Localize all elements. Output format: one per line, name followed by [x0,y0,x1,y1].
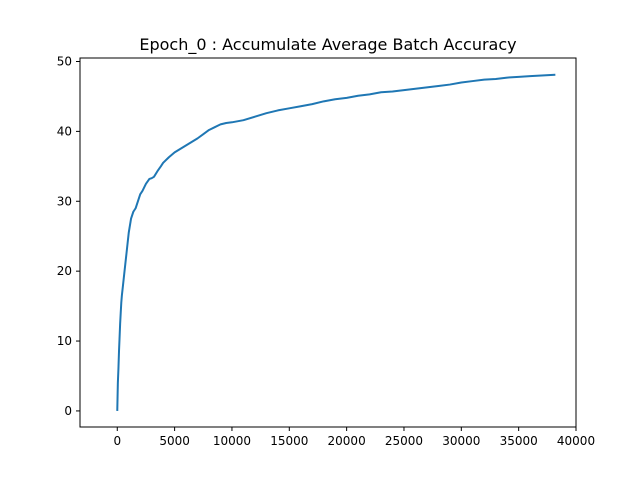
plot-area [116,73,556,411]
x-axis: 0 5000 10000 15000 20000 25000 30000 35000 40000 [113,427,595,448]
x-tick-label-6: 30000 [442,434,480,448]
series-line-0 [116,73,556,411]
x-tick-label-5: 25000 [385,434,423,448]
y-tick-label-3: 30 [57,194,72,208]
chart-title: Epoch_0 : Accumulate Average Batch Accur… [139,35,516,55]
x-tick-label-8: 40000 [557,434,595,448]
y-axis: 0 10 20 30 40 50 [57,54,80,418]
x-tick-label-4: 20000 [328,434,366,448]
y-tick-label-1: 10 [57,334,72,348]
y-tick-label-2: 20 [57,264,72,278]
y-tick-label-0: 0 [64,404,72,418]
x-tick-label-7: 35000 [500,434,538,448]
y-tick-label-5: 50 [57,54,72,68]
y-tick-label-4: 40 [57,124,72,138]
plot-frame [79,57,577,428]
x-tick-label-3: 15000 [270,434,308,448]
x-tick-label-2: 10000 [213,434,251,448]
x-tick-label-1: 5000 [159,434,190,448]
x-tick-label-0: 0 [113,434,121,448]
